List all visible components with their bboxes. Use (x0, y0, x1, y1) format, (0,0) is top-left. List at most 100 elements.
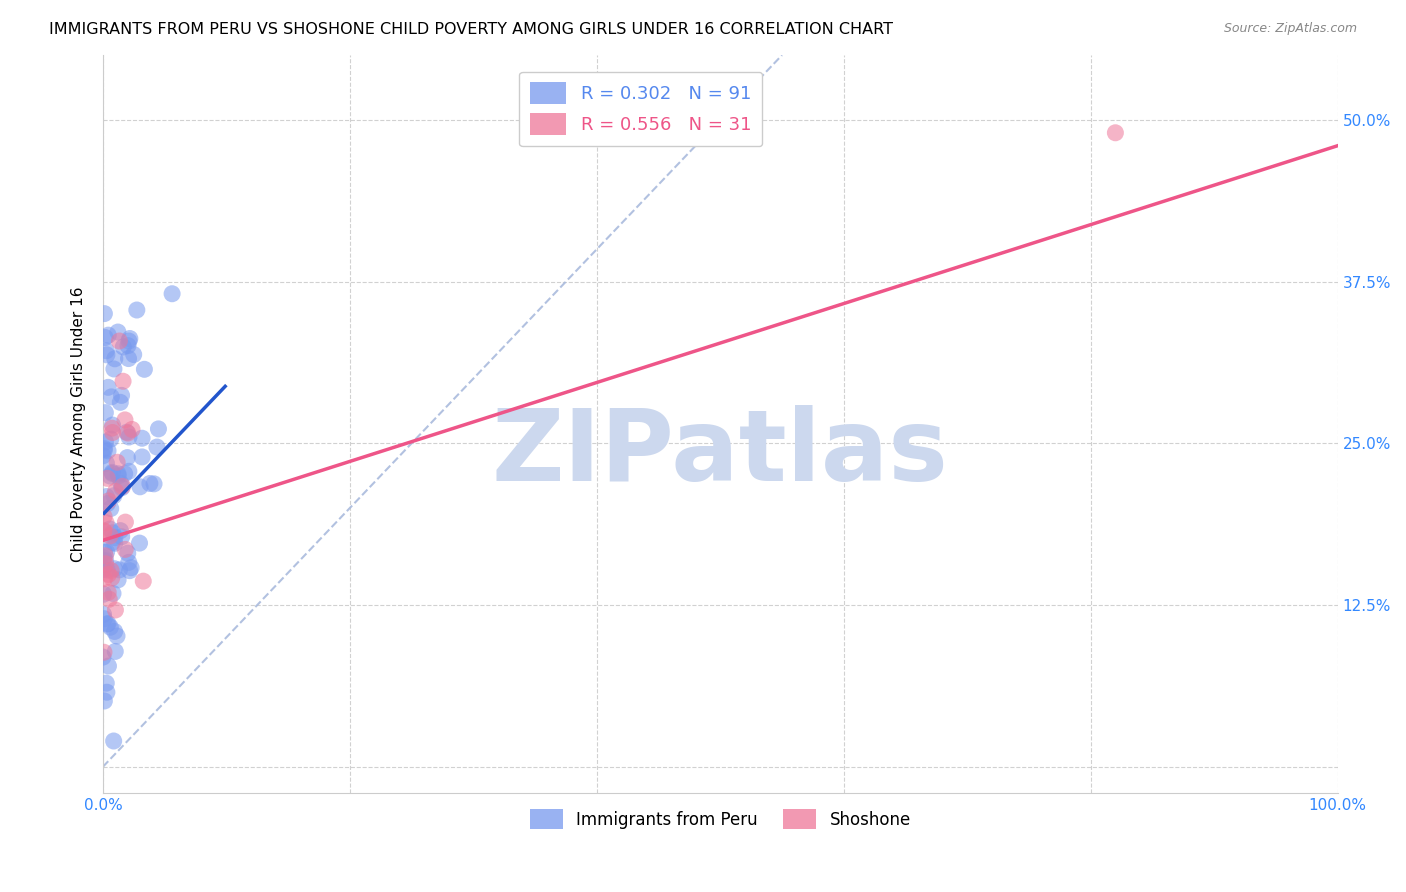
Point (131, 450, 153, 464)
Point (117, 351, 139, 366)
Point (101, 418, 124, 433)
Point (104, 351, 127, 366)
Point (93, 587, 115, 601)
Point (108, 563, 131, 577)
Point (117, 338, 139, 352)
Point (96, 545, 118, 559)
Point (91, 553, 114, 567)
Point (101, 535, 124, 549)
Point (94, 434, 117, 449)
Point (114, 542, 136, 557)
Point (93, 524, 115, 538)
Point (96, 617, 118, 632)
Point (100, 390, 122, 404)
Point (98, 529, 121, 543)
Point (97, 380, 120, 394)
Point (91, 449, 114, 463)
Point (93, 612, 115, 626)
Text: ZIPatlas: ZIPatlas (492, 405, 949, 502)
Point (93, 645, 115, 659)
Point (1104, 126, 1126, 140)
Point (103, 734, 125, 748)
Point (114, 515, 136, 529)
Point (110, 476, 132, 491)
Point (98, 522, 121, 536)
Point (93, 545, 115, 559)
Point (96, 343, 118, 358)
Point (115, 425, 138, 440)
Point (117, 546, 139, 560)
Point (91, 650, 114, 665)
Point (129, 480, 152, 494)
Point (93, 562, 115, 576)
Point (100, 501, 122, 516)
Point (96, 348, 118, 362)
Y-axis label: Child Poverty Among Girls Under 16: Child Poverty Among Girls Under 16 (72, 286, 86, 562)
Point (104, 624, 127, 639)
Point (93, 572, 115, 586)
Point (118, 430, 141, 444)
Point (146, 440, 169, 454)
Point (97, 328, 120, 343)
Point (96, 563, 118, 577)
Point (114, 413, 136, 427)
Point (94, 554, 117, 568)
Point (128, 536, 150, 550)
Point (98, 469, 121, 483)
Point (101, 525, 124, 540)
Point (94, 549, 117, 563)
Point (107, 573, 129, 587)
Point (122, 347, 145, 361)
Point (101, 421, 124, 435)
Point (112, 374, 135, 388)
Point (96, 685, 118, 699)
Point (118, 334, 141, 348)
Point (104, 603, 127, 617)
Point (104, 531, 127, 545)
Point (93, 694, 115, 708)
Point (101, 467, 124, 481)
Point (98, 592, 121, 607)
Point (108, 334, 131, 348)
Point (93, 550, 115, 565)
Point (105, 629, 128, 643)
Point (160, 286, 183, 301)
Point (94, 557, 117, 571)
Point (117, 450, 139, 465)
Point (110, 388, 132, 402)
Point (101, 586, 124, 600)
Point (107, 325, 129, 339)
Point (93, 307, 115, 321)
Point (96, 456, 118, 470)
Text: IMMIGRANTS FROM PERU VS SHOSHONE CHILD POVERTY AMONG GIRLS UNDER 16 CORRELATION : IMMIGRANTS FROM PERU VS SHOSHONE CHILD P… (49, 22, 893, 37)
Point (93, 607, 115, 622)
Point (117, 425, 139, 440)
Text: Source: ZipAtlas.com: Source: ZipAtlas.com (1223, 22, 1357, 36)
Point (118, 564, 141, 578)
Point (110, 395, 132, 409)
Point (97, 567, 120, 582)
Point (100, 571, 122, 585)
Point (96, 676, 118, 690)
Point (104, 484, 127, 499)
Point (139, 476, 162, 491)
Point (121, 422, 143, 436)
Point (120, 560, 142, 574)
Point (111, 530, 134, 544)
Point (103, 562, 125, 576)
Point (94, 330, 117, 344)
Point (96, 497, 118, 511)
Point (112, 340, 135, 354)
Point (101, 466, 124, 480)
Point (118, 464, 141, 478)
Point (97, 659, 120, 673)
Point (97, 585, 120, 599)
Point (131, 431, 153, 445)
Point (98, 620, 121, 634)
Point (125, 303, 148, 318)
Point (93, 443, 115, 458)
Point (111, 479, 134, 493)
Point (94, 406, 117, 420)
Point (105, 455, 128, 469)
Point (94, 516, 117, 530)
